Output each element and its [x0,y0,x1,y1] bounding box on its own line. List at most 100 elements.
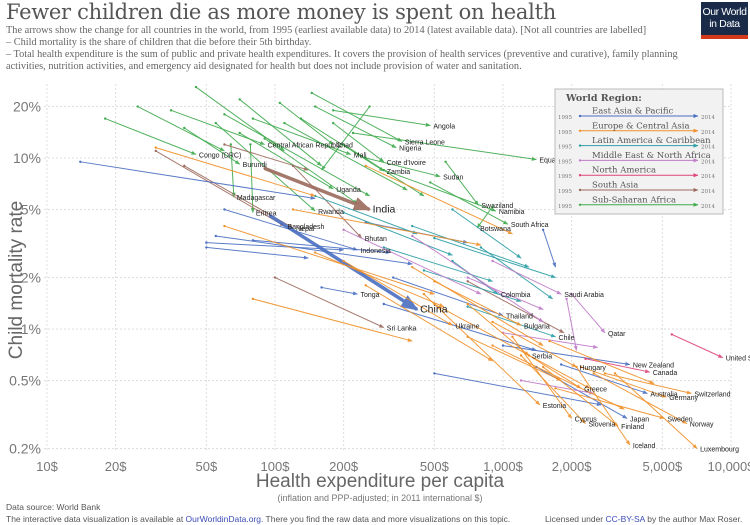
country-label: Bhutan [365,236,387,243]
arrow-mena-a[interactable] [566,298,578,351]
country-label: India [373,203,396,215]
arrow-sierra-leone[interactable] [311,92,403,142]
arrow-ssa-e[interactable] [284,122,408,191]
arrow-india[interactable] [263,166,372,212]
arrow-burundi[interactable] [183,127,241,165]
arrow-start-dot [364,164,367,168]
arrow-eca-c[interactable] [224,225,435,295]
arrow-eap-a[interactable] [206,242,345,252]
arrow-ssa-c[interactable] [239,99,322,167]
arrow-lac-d[interactable] [383,246,494,282]
arrow-ssa-a[interactable] [137,106,225,152]
arrow-eca-d[interactable] [252,298,413,342]
arrow-equatorial-guinea[interactable] [353,132,537,161]
arrow-united-states[interactable] [671,333,724,359]
arrow-cote-d-ivoire[interactable] [332,122,385,163]
arrow-norway[interactable] [593,372,688,424]
arrow-indonesia[interactable] [224,208,358,251]
arrow-hungary[interactable] [492,321,577,368]
arrow-namibia[interactable] [383,169,497,212]
legend-entry-label: Europe & Central Asia [592,121,690,131]
arrow-start-dot [214,234,218,238]
country-label: Australia [650,391,677,398]
arrow-estonia[interactable] [423,293,541,406]
arrow-qatar[interactable] [571,293,606,334]
arrow-greece-eu[interactable] [528,355,582,389]
arrow-start-dot [263,167,266,170]
arrow-lac-a[interactable] [412,225,530,268]
arrow-start-dot [229,143,233,146]
legend-start-year: 1995 [558,145,572,151]
arrow-canada[interactable] [585,358,651,374]
country-label: Central African Republic [268,142,344,149]
arrow-start-dot [592,372,595,375]
arrow-eap-b[interactable] [206,246,309,260]
country-label: Ukraine [455,323,479,330]
arrow-luxembourg[interactable] [614,373,698,449]
arrow-mena-d[interactable] [467,277,544,310]
arrow-lac-h[interactable] [314,195,418,235]
arrow-finland[interactable] [542,366,619,427]
arrow-eca-l[interactable] [549,340,655,384]
arrow-start-dot [560,363,563,366]
owid-link[interactable]: OurWorldinData.org [185,514,261,524]
legend-entry-label: South Asia [592,181,638,191]
arrow-lac-f[interactable] [452,209,522,259]
arrow-new-zealand[interactable] [502,345,631,366]
arrow-eca-h[interactable] [314,252,445,308]
x-tick-labels: 10$ 20$ 50$ 100$ 200$ 500$ 1,000$ 2,000$ 5,000$ 1… [36,459,750,474]
arrow-start-dot [519,354,523,357]
legend-title: World Region: [565,93,642,104]
arrow-eca-f[interactable] [412,266,544,347]
arrow-swaziland[interactable] [445,161,479,206]
arrow-ssa-h[interactable] [264,138,358,205]
arrow-eca-a[interactable] [155,147,316,197]
arrow-ssa-f[interactable] [343,144,425,197]
arrow-mena-e[interactable] [502,332,599,349]
arrow-pakistan[interactable] [224,143,309,171]
arrow-timor[interactable] [80,161,316,200]
arrow-south-africa[interactable] [430,181,509,225]
arrow-china[interactable] [268,214,419,311]
country-label: Japan [630,416,649,423]
arrow-sri-lanka[interactable] [274,277,385,328]
arrow-eca-i[interactable] [467,336,562,381]
arrow-eca-k[interactable] [492,345,625,410]
arrow-eca-j[interactable] [365,165,513,235]
arrow-korea[interactable] [434,372,602,407]
arrow-eap-d[interactable] [215,235,413,266]
arrow-lac-c[interactable] [343,212,453,256]
arrow-uganda[interactable] [239,132,334,190]
arrow-eap-g[interactable] [542,229,557,268]
arrow-botswana[interactable] [476,206,493,229]
arrow-eritrea[interactable] [249,144,255,214]
owid-logo[interactable]: Our World in Data [701,2,748,39]
arrow-sudan[interactable] [365,157,441,178]
arrow-germany[interactable] [580,366,667,398]
arrow-iceland[interactable] [576,366,631,446]
arrow-ssa-d[interactable] [224,113,371,197]
arrow-zambia[interactable] [300,118,385,172]
arrow-congo-drc-[interactable] [105,118,197,155]
arrow-greece[interactable] [520,379,595,395]
arrow-mena-c[interactable] [343,229,482,295]
arrow-nigeria[interactable] [314,106,397,149]
arrow-mena-b[interactable] [411,235,544,323]
arrow-sweden[interactable] [555,387,665,420]
arrow-bangladesh[interactable] [155,150,285,227]
arrow-serbia[interactable] [467,303,530,356]
arrow-eca-b[interactable] [292,208,482,247]
arrow-chile[interactable] [467,306,557,338]
arrow-ssa-b[interactable] [195,86,285,152]
arrow-saudi-arabia[interactable] [492,260,562,295]
arrow-eca-g[interactable] [434,303,591,389]
arrow-chad[interactable] [279,102,334,145]
arrow-tonga[interactable] [321,286,358,296]
arrow-mali[interactable] [252,118,352,155]
arrow-eca-e[interactable] [365,284,493,362]
arrow-bhutan[interactable] [292,165,363,239]
arrow-thailand[interactable] [393,277,504,316]
country-label: Colombia [501,292,531,299]
arrow-ssa-g[interactable] [321,106,371,171]
license-link[interactable]: CC-BY-SA [605,514,645,524]
